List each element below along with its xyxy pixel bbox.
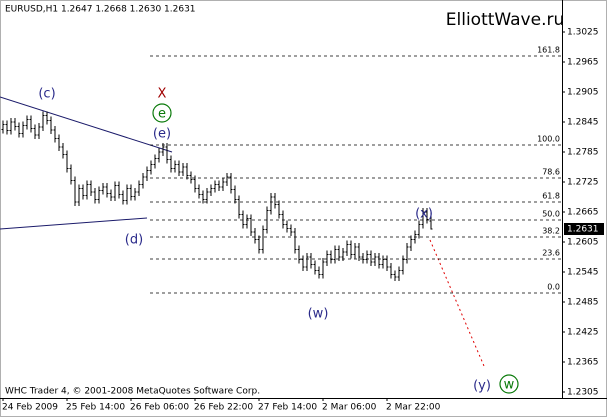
wave-label: X	[158, 87, 167, 102]
x-tick-label: 26 Feb 06:00	[130, 403, 189, 413]
y-tick-label: 1.2485	[567, 298, 599, 308]
y-tick-label: 1.2365	[567, 358, 599, 368]
wave-label: e	[158, 107, 166, 122]
x-tick-label: 2 Mar 22:00	[386, 403, 441, 413]
y-tick-label: 1.2725	[567, 178, 599, 188]
wave-circle	[499, 374, 519, 394]
y-tick-label: 1.2545	[567, 268, 599, 278]
wave-circle	[152, 103, 172, 123]
y-tick-label: 1.2965	[567, 58, 599, 68]
fib-label: 0.0	[547, 283, 560, 292]
x-tick-label: 2 Mar 06:00	[322, 403, 377, 413]
trend-line	[0, 217, 148, 230]
y-tick-label: 1.2785	[567, 148, 599, 158]
y-tick-label: 1.2425	[567, 328, 599, 338]
wave-label: (y)	[473, 379, 491, 394]
y-tick-label: 1.2905	[567, 88, 599, 98]
y-tick-label: 1.3025	[567, 28, 599, 38]
trend-line	[0, 96, 173, 153]
wave-label: (d)	[125, 233, 143, 248]
header: EURUSD,H1 1.2647 1.2668 1.2630 1.2631	[5, 5, 196, 15]
x-tick-label: 26 Feb 22:00	[194, 403, 253, 413]
watermark: ElliottWave.ru	[446, 10, 564, 30]
wave-label: (c)	[38, 87, 55, 102]
fib-label: 50.0	[542, 210, 560, 219]
footer: WHC Trader 4, © 2001-2008 MetaQuotes Sof…	[5, 387, 260, 397]
last-price-label: 1.2631	[567, 225, 599, 235]
fib-label: 61.8	[542, 192, 560, 201]
y-tick-label: 1.2845	[567, 118, 599, 128]
fib-label: 100.0	[537, 135, 560, 144]
last-price-box	[564, 223, 604, 235]
wave-label: (e)	[153, 127, 171, 142]
wave-label: (x)	[415, 207, 433, 222]
y-tick-label: 1.2605	[567, 238, 599, 248]
x-tick-label: 27 Feb 14:00	[258, 403, 317, 413]
wave-label: w	[504, 378, 515, 393]
fib-label: 161.8	[537, 46, 560, 55]
wave-label: (w)	[308, 307, 329, 322]
fib-label: 23.6	[542, 249, 560, 258]
fib-label: 38.2	[542, 227, 560, 236]
y-tick-label: 1.2305	[567, 388, 599, 398]
fib-label: 78.6	[542, 168, 560, 177]
x-tick-label: 25 Feb 14:00	[66, 403, 125, 413]
y-tick-label: 1.2665	[567, 208, 599, 218]
x-tick-label: 24 Feb 2009	[2, 403, 58, 413]
